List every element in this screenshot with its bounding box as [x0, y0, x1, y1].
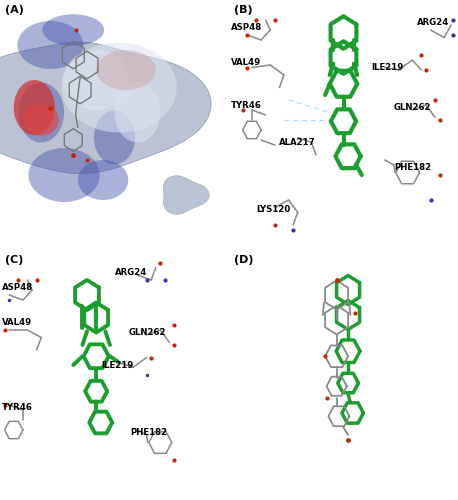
Text: TYR46: TYR46 [2, 403, 33, 412]
Text: (D): (D) [234, 255, 253, 265]
Text: ILE219: ILE219 [101, 360, 133, 370]
Text: (B): (B) [234, 5, 252, 15]
Polygon shape [94, 110, 135, 164]
Text: ARG24: ARG24 [114, 268, 147, 277]
Text: VAL49: VAL49 [231, 58, 262, 67]
Text: TYR46: TYR46 [231, 100, 262, 110]
Polygon shape [43, 14, 104, 46]
Text: ASP48: ASP48 [2, 283, 33, 292]
Polygon shape [28, 148, 100, 202]
Polygon shape [78, 160, 128, 200]
Text: GLN262: GLN262 [394, 103, 431, 112]
Text: (A): (A) [5, 5, 23, 15]
Polygon shape [164, 176, 209, 214]
Polygon shape [96, 50, 156, 90]
Text: GLN262: GLN262 [128, 328, 166, 337]
Text: ARG24: ARG24 [417, 18, 449, 27]
Polygon shape [14, 80, 55, 135]
Text: (C): (C) [5, 255, 23, 265]
Polygon shape [0, 42, 211, 173]
Polygon shape [63, 50, 129, 110]
Text: VAL49: VAL49 [2, 318, 33, 327]
Polygon shape [17, 21, 83, 69]
Polygon shape [24, 104, 59, 136]
Polygon shape [61, 42, 177, 132]
Text: PHE182: PHE182 [131, 428, 168, 437]
Text: ASP48: ASP48 [231, 23, 262, 32]
Text: ILE219: ILE219 [371, 63, 403, 72]
Text: LYS120: LYS120 [256, 206, 291, 214]
Polygon shape [114, 82, 160, 142]
Text: ALA217: ALA217 [279, 138, 316, 147]
Text: PHE182: PHE182 [394, 163, 431, 172]
Polygon shape [18, 82, 64, 142]
